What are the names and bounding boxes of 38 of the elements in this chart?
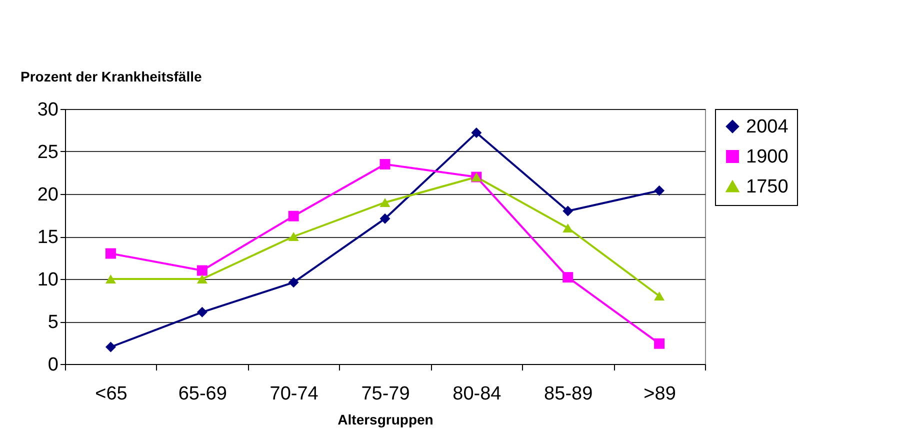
y-tick-label: 0 (48, 354, 58, 376)
x-tick-label: 70-74 (270, 384, 319, 404)
point (562, 223, 574, 233)
point (562, 272, 574, 283)
y-axis-title: Prozent der Krankheitsfälle (20, 68, 202, 84)
legend-label: 1900 (746, 146, 788, 168)
point (196, 265, 208, 276)
x-tick-label: 65-69 (178, 384, 227, 404)
point (196, 306, 208, 318)
x-tick-label: <65 (95, 384, 128, 404)
point (105, 274, 116, 284)
point (380, 213, 390, 224)
y-tick-label: 20 (37, 184, 58, 206)
point (288, 277, 299, 288)
point (654, 185, 665, 196)
point (288, 232, 299, 242)
point (105, 248, 116, 259)
point (196, 274, 208, 284)
x-tick-label: >89 (644, 384, 676, 404)
y-tick-label: 10 (37, 270, 58, 290)
point (380, 159, 390, 170)
point (654, 338, 665, 349)
y-tick-label: 15 (37, 227, 58, 248)
x-tick-label: 75-79 (361, 384, 410, 404)
y-tick-label: 5 (48, 312, 58, 333)
point (471, 128, 482, 138)
x-axis-title: Altersgruppen (338, 412, 434, 428)
legend-label: 2004 (746, 116, 789, 138)
point (654, 291, 665, 301)
x-tick-label: 80-84 (452, 384, 502, 404)
y-tick-label: 25 (37, 142, 58, 163)
point (105, 342, 116, 352)
point (288, 210, 299, 222)
legend-label: 1750 (746, 176, 788, 198)
y-tick-label: 30 (37, 100, 58, 120)
point (380, 198, 390, 208)
point (562, 206, 574, 216)
x-tick-label: 85-89 (544, 384, 593, 404)
